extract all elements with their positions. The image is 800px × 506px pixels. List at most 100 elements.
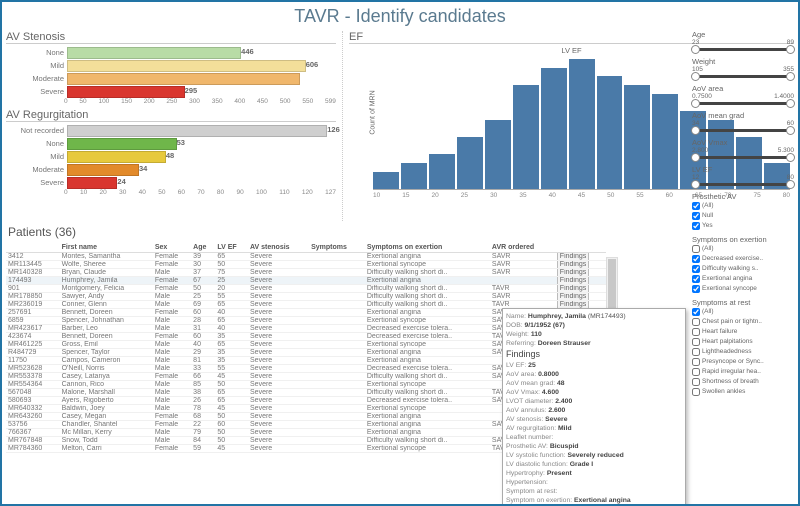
checkbox[interactable] (692, 308, 700, 316)
table-row[interactable]: MR140328Bryan, ClaudeMale3775SevereDiffi… (6, 269, 606, 277)
ef-bar[interactable] (597, 76, 623, 189)
regurg-row-label: None (6, 139, 67, 148)
checkbox[interactable] (692, 202, 700, 210)
findings-button[interactable]: Findings (557, 277, 589, 285)
patient-tooltip: Name: Humphrey, Jamila (MR174493) DOB: 9… (502, 308, 686, 506)
checkbox[interactable] (692, 265, 700, 273)
filter-option[interactable]: (All) (692, 201, 794, 211)
filter-label: Symptoms on exertion (692, 235, 794, 244)
col-header[interactable]: AVR ordered (490, 243, 555, 253)
filter-option[interactable]: Difficulty walking s.. (692, 264, 794, 274)
stenosis-row-label: Moderate (6, 74, 67, 83)
regurg-row-bar[interactable] (67, 164, 139, 176)
stenosis-row-bar[interactable] (67, 60, 306, 72)
checkbox[interactable] (692, 388, 700, 396)
stenosis-row-label: None (6, 48, 67, 57)
col-header[interactable] (555, 243, 606, 253)
ef-bar[interactable] (373, 172, 399, 189)
stenosis-row-bar[interactable] (67, 47, 241, 59)
ef-bar[interactable] (401, 163, 427, 189)
checkbox[interactable] (692, 328, 700, 336)
checkbox[interactable] (692, 285, 700, 293)
filter-option[interactable]: Rapid irregular hea.. (692, 367, 794, 377)
ef-bar[interactable] (624, 85, 650, 189)
checkbox[interactable] (692, 245, 700, 253)
table-row[interactable]: 901Montgomery, FeliciaFemale5020SevereDi… (6, 285, 606, 293)
stenosis-title: AV Stenosis (6, 31, 336, 44)
checkbox[interactable] (692, 318, 700, 326)
ef-bar[interactable] (569, 59, 595, 189)
ef-bar[interactable] (541, 68, 567, 189)
filter-option[interactable]: Chest pain or tightn.. (692, 317, 794, 327)
checkbox[interactable] (692, 358, 700, 366)
slider-weight[interactable]: Weight105355 (692, 57, 794, 78)
slider-lv-ef[interactable]: LV EF1280 (692, 165, 794, 186)
slider-aov-mean-grad[interactable]: AoV mean grad3460 (692, 111, 794, 132)
filter-option[interactable]: Heart palpitations (692, 337, 794, 347)
filter-option[interactable]: Yes (692, 221, 794, 231)
regurg-row-label: Mild (6, 152, 67, 161)
findings-button[interactable]: Findings (557, 293, 589, 301)
slider-aov-area[interactable]: AoV area0.75001.4000 (692, 84, 794, 105)
stenosis-row-bar[interactable] (67, 73, 300, 85)
stenosis-row-label: Severe (6, 87, 67, 96)
checkbox[interactable] (692, 348, 700, 356)
filter-option[interactable]: Decreased exercise.. (692, 254, 794, 264)
ef-bar[interactable] (457, 137, 483, 189)
filter-option[interactable]: Null (692, 211, 794, 221)
findings-button[interactable]: Findings (557, 285, 589, 293)
regurg-pane: AV Regurgitation Not recorded 126None 53… (6, 109, 336, 196)
slider-aov-vmax[interactable]: AoV Vmax2.8005.300 (692, 138, 794, 159)
regurg-row-bar[interactable] (67, 177, 117, 189)
col-header[interactable]: Sex (153, 243, 191, 253)
checkbox[interactable] (692, 212, 700, 220)
filter-option[interactable]: Swollen ankles (692, 387, 794, 397)
regurg-row-bar[interactable] (67, 151, 166, 163)
filter-label: Symptoms at rest (692, 298, 794, 307)
filter-option[interactable]: (All) (692, 307, 794, 317)
regurg-row-bar[interactable] (67, 125, 327, 137)
checkbox[interactable] (692, 222, 700, 230)
regurg-title: AV Regurgitation (6, 109, 336, 122)
stenosis-pane: AV Stenosis None 446Mild 606Moderate Sev… (6, 31, 336, 105)
checkbox[interactable] (692, 275, 700, 283)
filter-option[interactable]: Exertional angina (692, 274, 794, 284)
ef-bar[interactable] (513, 85, 539, 189)
ef-bar[interactable] (652, 94, 678, 189)
col-header[interactable]: First name (60, 243, 153, 253)
col-header[interactable]: LV EF (215, 243, 248, 253)
regurg-row-label: Not recorded (6, 126, 67, 135)
table-row[interactable]: 174493Humphrey, JamilaFemale6725SevereEx… (6, 277, 606, 285)
table-row[interactable]: 3412Montes, SamanthaFemale3965SevereExer… (6, 253, 606, 261)
patients-title: Patients (36) (8, 225, 794, 239)
col-header[interactable]: AV stenosis (248, 243, 309, 253)
ef-bar[interactable] (429, 154, 455, 189)
table-row[interactable]: MR113445Wolfe, ShereeFemale3050SevereExe… (6, 261, 606, 269)
col-header[interactable] (6, 243, 60, 253)
slider-age[interactable]: Age2389 (692, 30, 794, 51)
regurg-row-label: Moderate (6, 165, 67, 174)
filter-option[interactable]: Heart failure (692, 327, 794, 337)
filter-option[interactable]: Shortness of breath (692, 377, 794, 387)
col-header[interactable]: Age (191, 243, 215, 253)
table-row[interactable]: MR178850Sawyer, AndyMale2555SevereDiffic… (6, 293, 606, 301)
ef-bar[interactable] (485, 120, 511, 189)
col-header[interactable]: Symptoms (309, 243, 365, 253)
checkbox[interactable] (692, 338, 700, 346)
filter-label: Prosthetic AV (692, 192, 794, 201)
ef-ylabel: Count of MRN (370, 90, 377, 134)
filter-option[interactable]: Exertional syncope (692, 284, 794, 294)
stenosis-row-bar[interactable] (67, 86, 185, 98)
checkbox[interactable] (692, 378, 700, 386)
stenosis-row-label: Mild (6, 61, 67, 70)
checkbox[interactable] (692, 255, 700, 263)
findings-button[interactable]: Findings (557, 253, 589, 261)
regurg-row-bar[interactable] (67, 138, 177, 150)
checkbox[interactable] (692, 368, 700, 376)
filter-option[interactable]: (All) (692, 244, 794, 254)
filter-option[interactable]: Presyncope or Sync.. (692, 357, 794, 367)
filter-option[interactable]: Lightheadedness (692, 347, 794, 357)
findings-button[interactable]: Findings (557, 261, 589, 269)
findings-button[interactable]: Findings (557, 269, 589, 277)
col-header[interactable]: Symptoms on exertion (365, 243, 490, 253)
